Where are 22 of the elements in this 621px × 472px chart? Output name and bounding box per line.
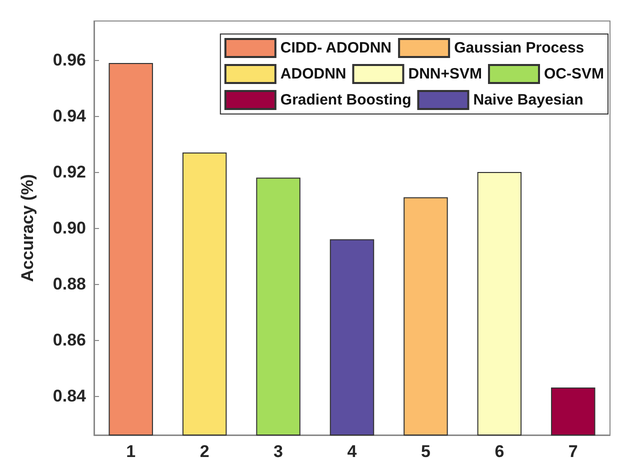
legend-label: OC-SVM	[544, 66, 604, 82]
legend-label: ADODNN	[280, 66, 346, 82]
legend-label: Gaussian Process	[454, 40, 584, 56]
legend-label: DNN+SVM	[408, 66, 482, 82]
x-tick-label: 1	[126, 442, 136, 461]
y-tick-label: 0.94	[52, 106, 87, 126]
x-tick-label: 5	[420, 442, 430, 461]
y-tick-label: 0.86	[52, 330, 86, 350]
y-tick-label: 0.84	[52, 386, 87, 406]
x-tick-label: 2	[200, 442, 210, 461]
y-axis-title: Accuracy (%)	[18, 174, 37, 282]
y-tick-label: 0.90	[52, 218, 86, 238]
legend-label: Gradient Boosting	[280, 92, 412, 108]
x-tick-label: 4	[347, 442, 358, 461]
y-tick-label: 0.96	[52, 50, 86, 70]
x-tick-label: 7	[568, 442, 578, 461]
x-tick-label: 3	[274, 442, 284, 461]
legend-label: CIDD- ADODNN	[280, 40, 392, 56]
y-tick-label: 0.92	[52, 162, 86, 182]
legend-label: Naive Bayesian	[473, 92, 584, 108]
x-tick-label: 6	[494, 442, 504, 461]
y-tick-label: 0.88	[52, 274, 86, 294]
